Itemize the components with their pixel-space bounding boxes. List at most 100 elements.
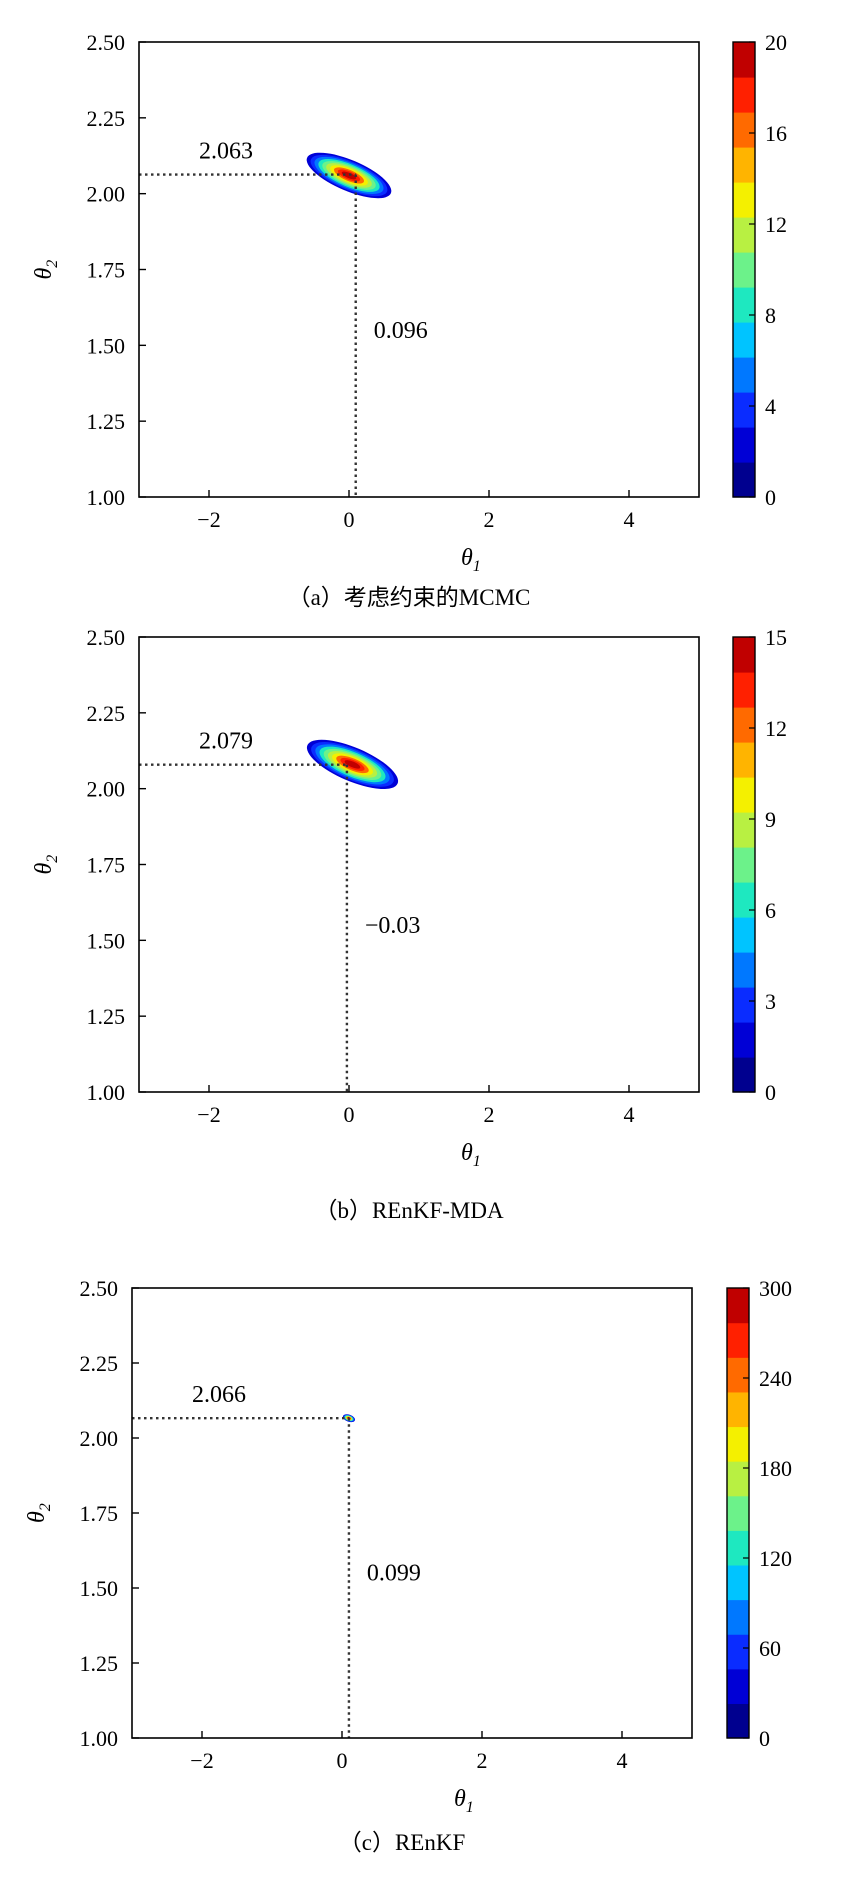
panel-a-ytick-label: 1.25	[87, 409, 126, 434]
panel-b-marker	[139, 763, 349, 1092]
panel-c-colorbar-segment	[727, 1357, 749, 1393]
panel-c-colorbar-tick-label: 240	[759, 1366, 792, 1391]
panel-b-ytick-label: 2.25	[87, 701, 126, 726]
panel-c-colorbar-segment	[727, 1530, 749, 1566]
panel-b-colorbar-segment	[733, 742, 755, 778]
panel-c-colorbar-tick-label: 180	[759, 1456, 792, 1481]
panel-b-theta1-label: −0.03	[365, 913, 421, 939]
panel-c-ytick-label: 2.00	[80, 1426, 119, 1451]
panel-c-ytick-label: 1.00	[80, 1726, 119, 1751]
panel-b-colorbar-frame	[732, 636, 756, 1093]
panel-b-colorbar-segment	[733, 1057, 755, 1093]
panel-a-xtick-label: 0	[344, 507, 355, 532]
panel-a-ytick-label: 1.75	[87, 258, 126, 283]
panel-b-heatmap	[306, 739, 399, 790]
panel-a-colorbar-segment	[733, 322, 755, 358]
panel-c-colorbar-segment	[727, 1322, 749, 1358]
panel-b-caption: （b）REnKF-MDA	[314, 1198, 504, 1223]
panel-b-xtick-label: 0	[344, 1102, 355, 1127]
panel-b-xtick-label: 4	[624, 1102, 635, 1127]
panel-a-colorbar-segment	[733, 252, 755, 288]
panel-b-ytick-label: 1.75	[87, 853, 126, 878]
panel-b-colorbar-segment	[733, 672, 755, 708]
panel-b-colorbar-segment	[733, 952, 755, 988]
panel-c-colorbar: 0 60 120 180 240 300	[726, 1276, 792, 1751]
panel-c-colorbar-tick-label: 0	[759, 1726, 770, 1751]
panel-c-colorbar-segment	[727, 1391, 749, 1428]
panel-a-ytick-label: 1.50	[87, 333, 126, 358]
panel-b-colorbar-tick-label: 12	[765, 716, 787, 741]
panel-a-plot-frame	[138, 41, 700, 498]
panel-c: −2 0 2 4 1.00 1.25 1.50 1.75 2.00 2.25 2.50 0 60 120…	[24, 1276, 792, 1855]
panel-c-colorbar-tick-label: 60	[759, 1636, 781, 1661]
panel-a-colorbar-segment	[733, 287, 755, 323]
panel-c-colorbar-segment	[727, 1495, 749, 1531]
panel-c-colorbar-tick-label: 120	[759, 1546, 792, 1571]
panel-b-plot-frame	[138, 636, 700, 1093]
panel-c-colorbar-segment	[727, 1426, 749, 1462]
panel-a-colorbar-tick-label: 20	[765, 30, 787, 55]
panel-b-ytick-label: 2.50	[87, 625, 126, 650]
panel-a-xtick-label: 2	[484, 507, 495, 532]
panel-c-axes: −2 0 2 4 1.00 1.25 1.50 1.75 2.00 2.25 2.50	[80, 1276, 628, 1773]
panel-a-ytick-label: 2.00	[87, 182, 126, 207]
panel-a-theta1-label: 0.096	[374, 318, 428, 344]
panel-a-ytick-label: 2.25	[87, 106, 126, 131]
panel-a-xtick-label: −2	[197, 507, 220, 532]
panel-b-theta2-label: 2.079	[199, 729, 253, 755]
panel-c-colorbar-segment	[727, 1564, 749, 1601]
panel-c-ytick-label: 1.25	[80, 1651, 119, 1676]
panel-a-axes: −2 0 2 4 1.00 1.25 1.50 1.75 2.00 2.25 2.50	[87, 30, 635, 532]
panel-a: −2 0 2 4 1.00 1.25 1.50 1.75 2.00 2.25 2.50 0 4 8 12 1…	[31, 30, 787, 610]
panel-c-plot-frame	[131, 1287, 693, 1739]
panel-b-xtick-label: −2	[197, 1102, 220, 1127]
panel-a-colorbar-tick-label: 4	[765, 394, 776, 419]
panel-c-xtick-label: 4	[617, 1748, 628, 1773]
panel-a-colorbar-segment	[733, 42, 755, 78]
panel-c-ytick-label: 1.75	[80, 1501, 119, 1526]
panel-b-ylabel: θ2	[31, 855, 61, 875]
panel-b-colorbar-segment	[733, 637, 755, 673]
panel-c-ytick-label: 2.25	[80, 1351, 119, 1376]
panel-b-colorbar-segment	[733, 777, 755, 813]
panel-a-colorbar-segment	[733, 462, 755, 498]
panel-a-colorbar-segment	[733, 182, 755, 218]
panel-a-ytick-label: 2.50	[87, 30, 126, 55]
panel-b-colorbar-segment	[733, 882, 755, 918]
panel-b-colorbar-segment	[733, 812, 755, 848]
panel-c-xtick-label: 2	[477, 1748, 488, 1773]
panel-a-theta2-label: 2.063	[199, 139, 253, 165]
panel-a-xlabel: θ1	[461, 545, 481, 575]
panel-c-ytick-label: 1.50	[80, 1576, 119, 1601]
panel-a-colorbar: 0 4 8 12 16 20	[732, 30, 787, 510]
panel-b-colorbar-segment	[733, 1022, 755, 1058]
panel-c-colorbar-segment	[727, 1703, 749, 1739]
panel-c-xtick-label: 0	[337, 1748, 348, 1773]
panel-c-colorbar-segment	[727, 1288, 749, 1324]
panel-b-xlabel: θ1	[461, 1140, 481, 1170]
panel-c-colorbar-segment	[727, 1599, 749, 1635]
panel-b-ytick-label: 1.25	[87, 1004, 126, 1029]
panel-a-caption: （a）考虑约束的MCMC	[288, 585, 531, 610]
panel-b: −2 0 2 4 1.00 1.25 1.50 1.75 2.00 2.25 2.50 0 3 6 9 12…	[31, 625, 787, 1223]
panel-c-colorbar-tick-label: 300	[759, 1276, 792, 1301]
panel-b-ytick-label: 1.50	[87, 928, 126, 953]
panel-a-colorbar-tick-label: 8	[765, 303, 776, 328]
panel-a-xtick-label: 4	[624, 507, 635, 532]
panel-b-ytick-label: 1.00	[87, 1080, 126, 1105]
panel-a-colorbar-tick-label: 12	[765, 212, 787, 237]
panel-b-xtick-label: 2	[484, 1102, 495, 1127]
panel-b-colorbar-segment	[733, 917, 755, 953]
panel-a-ytick-label: 1.00	[87, 485, 126, 510]
panel-c-colorbar-segment	[727, 1668, 749, 1704]
panel-b-colorbar-tick-label: 15	[765, 625, 787, 650]
panel-b-axes: −2 0 2 4 1.00 1.25 1.50 1.75 2.00 2.25 2.50	[87, 625, 635, 1127]
panel-a-colorbar-segment	[733, 427, 755, 463]
panel-a-colorbar-frame	[732, 41, 756, 498]
panel-a-marker	[139, 173, 357, 497]
panel-c-xlabel: θ1	[454, 1786, 474, 1816]
panel-c-colorbar-frame	[726, 1287, 750, 1739]
panel-a-ylabel: θ2	[31, 260, 61, 280]
panel-a-colorbar-segment	[733, 217, 755, 253]
